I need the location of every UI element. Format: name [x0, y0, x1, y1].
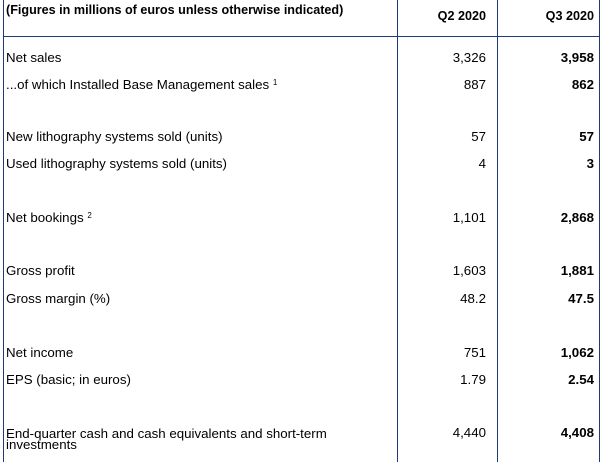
table-row-q3: 2.54	[568, 372, 594, 387]
table-row-q2: 1,101	[452, 210, 486, 225]
table-row-q3: 2,868	[560, 210, 594, 225]
table-row-label: Net bookings 2	[6, 210, 92, 225]
header-q3: Q3 2020	[545, 9, 594, 23]
table-row-q3: 1,062	[560, 345, 594, 360]
table-row-label: Net sales	[6, 50, 62, 65]
header-divider	[4, 36, 600, 37]
table-row-q2: 3,326	[452, 50, 486, 65]
table-row-q2: 4	[478, 156, 486, 171]
table-row-q3: 1,881	[560, 263, 594, 278]
table-row-label: Net income	[6, 345, 74, 360]
table-row-label: Gross margin (%)	[6, 291, 111, 306]
table-row-label: EPS (basic; in euros)	[6, 372, 131, 387]
table-row-q2: 48.2	[460, 291, 486, 306]
table-row-q3: 47.5	[568, 291, 594, 306]
table-row-q2: 4,440	[452, 425, 486, 440]
table-row-q2: 751	[463, 345, 486, 360]
table-row-q3: 3,958	[560, 50, 594, 65]
column-divider-q2	[397, 0, 398, 462]
table-row-label: ...of which Installed Base Management sa…	[6, 77, 278, 92]
column-divider-q3	[497, 0, 498, 462]
table-frame	[3, 0, 600, 462]
footnote-marker: 1	[272, 78, 278, 87]
table-row-q2: 1,603	[452, 263, 486, 278]
table-row-q3: 4,408	[560, 425, 594, 440]
header-q2: Q2 2020	[437, 9, 486, 23]
table-row-q3: 3	[586, 156, 594, 171]
table-row-q3: 57	[579, 129, 594, 144]
table-row-label: End-quarter cash and cash equivalents an…	[6, 426, 327, 452]
table-row-q3: 862	[571, 77, 594, 92]
footnote-marker: 2	[87, 211, 92, 220]
table-row-label: New lithography systems sold (units)	[6, 129, 223, 144]
table-row-q2: 887	[463, 77, 486, 92]
table-row-label: Used lithography systems sold (units)	[6, 156, 227, 171]
header-label: (Figures in millions of euros unless oth…	[6, 3, 344, 17]
table-row-q2: 1.79	[460, 372, 486, 387]
table-row-label: Gross profit	[6, 263, 75, 278]
table-row-q2: 57	[471, 129, 486, 144]
